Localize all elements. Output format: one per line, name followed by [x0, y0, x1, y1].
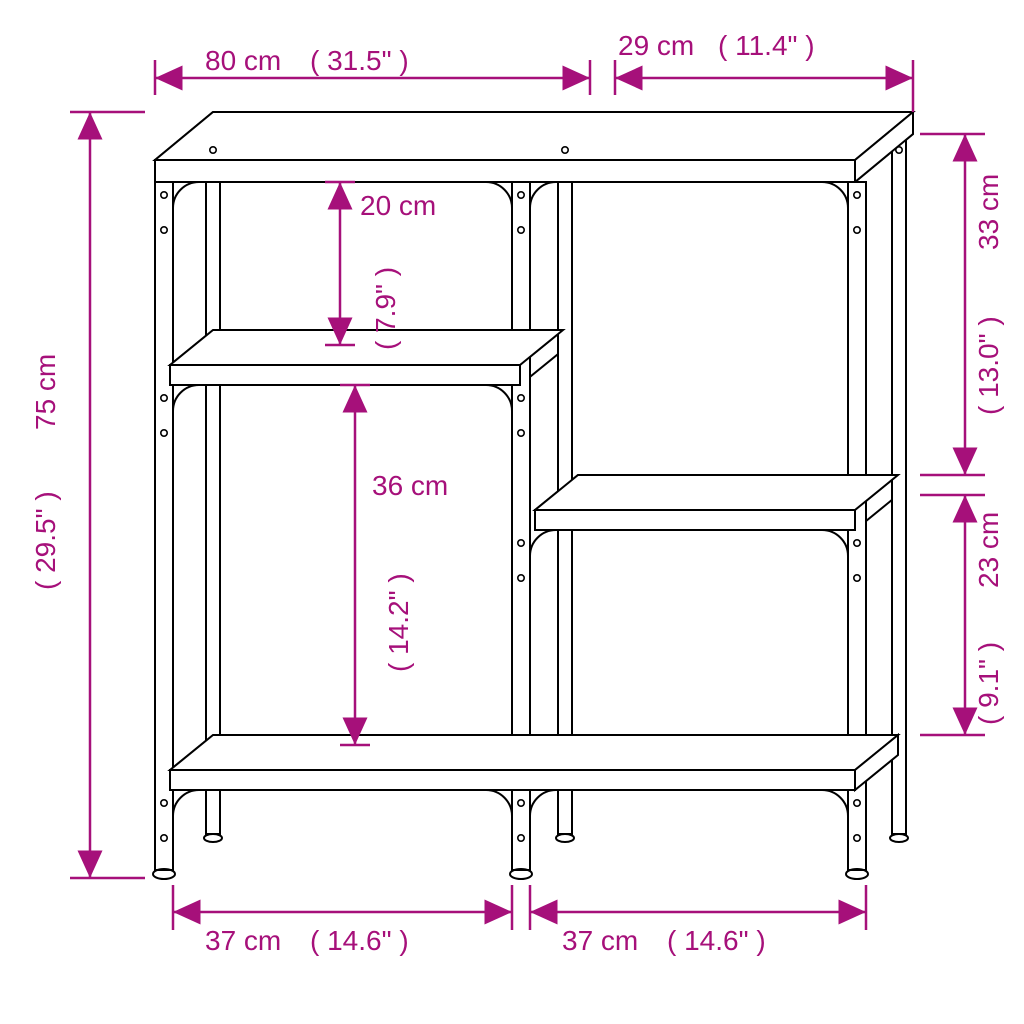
- svg-text:( 13.0" ): ( 13.0" ): [973, 316, 1004, 415]
- dim-bottom-left: 37 cm: [205, 925, 281, 956]
- dim-height-left: 75 cm: [30, 354, 61, 430]
- dim-right-lower: 23 cm: [973, 512, 1004, 588]
- svg-text:( 7.9" ): ( 7.9" ): [370, 267, 401, 350]
- dimension-diagram: 80 cm ( 31.5" ) 29 cm ( 11.4" ) 75 cm ( …: [0, 0, 1024, 1024]
- shelf-drawing: [153, 112, 913, 879]
- dim-shelf2: 36 cm: [372, 470, 448, 501]
- dim-width-top: 80 cm: [205, 45, 281, 76]
- dim-right-upper: 33 cm: [973, 174, 1004, 250]
- svg-text:( 14.2" ): ( 14.2" ): [383, 573, 414, 672]
- svg-text:( 11.4" ): ( 11.4" ): [718, 30, 815, 61]
- dim-bottom-right: 37 cm: [562, 925, 638, 956]
- dim-depth-top: 29 cm: [618, 30, 694, 61]
- svg-text:( 9.1" ): ( 9.1" ): [973, 642, 1004, 725]
- dim-shelf1: 20 cm: [360, 190, 436, 221]
- svg-text:( 14.6" ): ( 14.6" ): [667, 925, 766, 956]
- svg-text:( 14.6" ): ( 14.6" ): [310, 925, 409, 956]
- svg-text:( 31.5" ): ( 31.5" ): [310, 45, 409, 76]
- svg-text:( 29.5" ): ( 29.5" ): [30, 491, 61, 590]
